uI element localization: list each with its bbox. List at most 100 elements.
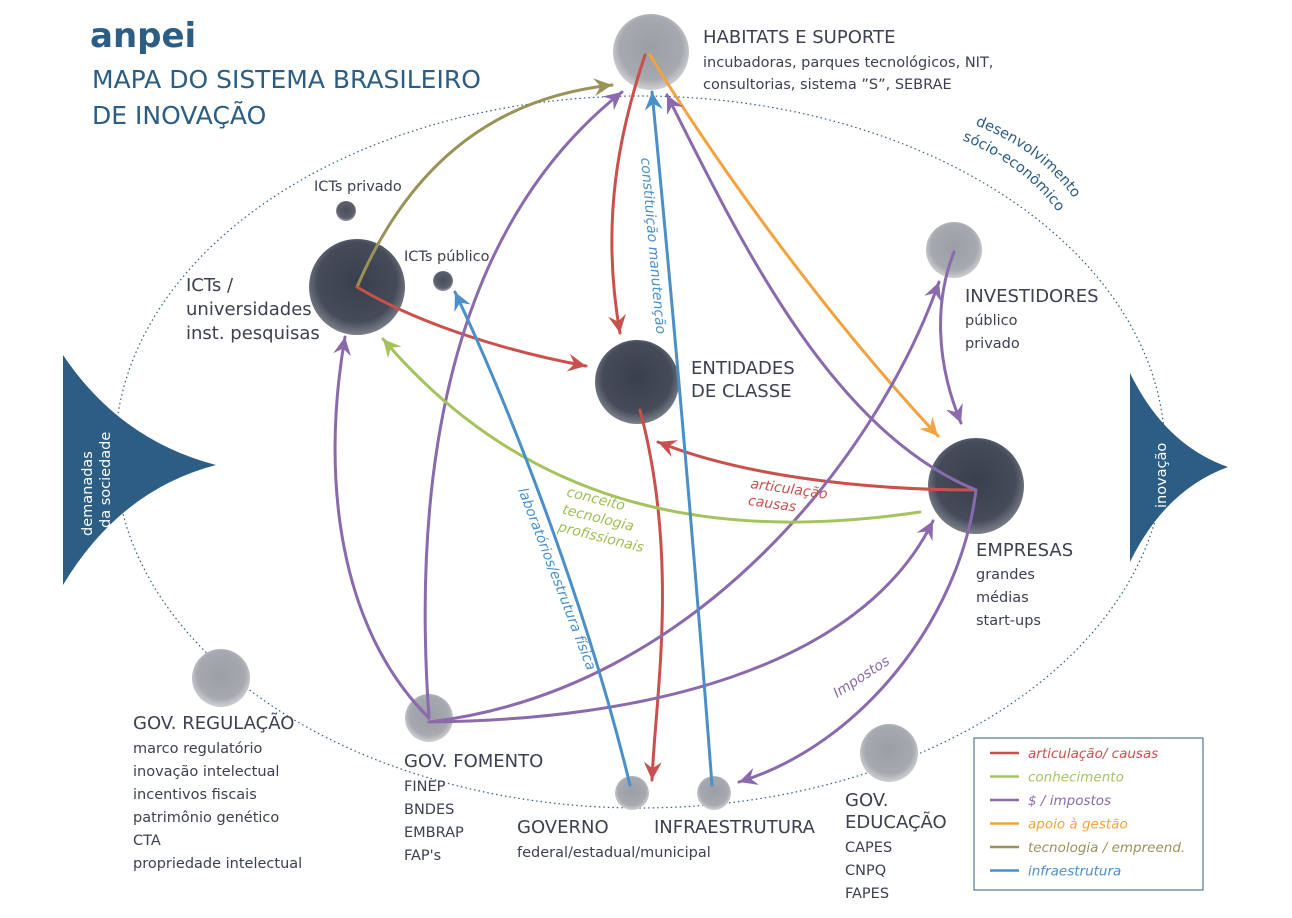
legend-label-2: $ / impostos xyxy=(1028,793,1111,809)
gov-regulacao-line-3: incentivos fiscais xyxy=(133,787,257,803)
edge-habitats-to-entidades xyxy=(610,53,647,335)
node-habitats xyxy=(613,14,689,90)
edge-infra-to-habitats-arrowhead xyxy=(644,92,663,111)
articulacao-line-2: causas xyxy=(747,493,797,516)
gov-regulacao-line-6: propriedade intelectual xyxy=(133,856,302,872)
edge-icts-to-habitats-arrowhead xyxy=(593,78,612,97)
icts-line-3: inst. pesquisas xyxy=(186,323,320,344)
node-governo xyxy=(615,776,649,810)
edge-fomento-to-icts-arrowhead xyxy=(333,337,351,357)
innovation-shape xyxy=(1130,373,1228,562)
demand-label-line-2: da sociedade xyxy=(98,432,114,528)
node-icts-privado xyxy=(336,201,356,221)
edge-empresas-to-icts-knowledge xyxy=(381,337,922,524)
habitats-line-1: incubadoras, parques tecnológicos, NIT, xyxy=(703,55,993,71)
icts-line-1: ICTs / xyxy=(186,275,234,296)
entidades-line-2: DE CLASSE xyxy=(691,381,792,402)
edge-empresas-to-infra xyxy=(737,488,978,784)
node-empresas xyxy=(928,438,1024,534)
empresas-line-2: médias xyxy=(976,590,1029,606)
gov-fomento-title: GOV. FOMENTO xyxy=(404,751,543,772)
edge-fomento-to-empresas-arrowhead xyxy=(916,521,933,542)
gov-educacao-item-1: CAPES xyxy=(845,840,892,856)
empresas-title: EMPRESAS xyxy=(976,540,1073,561)
legend-label-0: articulação/ causas xyxy=(1028,746,1158,762)
gov-regulacao-line-4: patrimônio genético xyxy=(133,810,279,826)
edge-icts-to-habitats xyxy=(355,83,614,289)
edge-habitats-to-entidades-arrowhead xyxy=(608,313,626,333)
empresas-line-3: start-ups xyxy=(976,613,1041,629)
gov-regulacao-line-5: CTA xyxy=(133,833,161,849)
edge-empresas-to-entidades xyxy=(656,440,978,492)
gov-educacao-item-3: FAPES xyxy=(845,886,889,902)
innovation-label: inovação xyxy=(1154,443,1170,508)
title-line-2: DE INOVAÇÃO xyxy=(92,100,266,130)
legend-label-5: infraestrutura xyxy=(1028,864,1121,880)
governo-title: GOVERNO xyxy=(517,817,609,838)
governo-sub: federal/estadual/municipal xyxy=(517,845,711,861)
node-infraestrutura xyxy=(697,776,731,810)
edge-fomento-to-empresas xyxy=(427,519,935,724)
gov-fomento-line-2: BNDES xyxy=(404,802,454,818)
edge-fomento-to-habitats xyxy=(423,90,624,720)
icts-privado-label: ICTs privado xyxy=(314,179,402,195)
edge-empresas-to-habitats-arrowhead xyxy=(667,95,684,116)
edge-label-constituicao: constituição manutenção xyxy=(637,157,668,335)
node-gov-educacao xyxy=(860,724,918,782)
edge-empresas-to-infra-arrowhead xyxy=(739,767,759,785)
gov-regulacao-line-2: inovação intelectual xyxy=(133,764,279,780)
edge-fomento-to-habitats-arrowhead xyxy=(602,92,622,111)
edge-label-impostos: Impostos xyxy=(830,653,892,701)
edge-infra-to-habitats xyxy=(650,90,714,787)
entidades-line-1: ENTIDADES xyxy=(691,358,795,379)
node-entidades xyxy=(595,340,679,424)
legend-label-3: apoio à gestão xyxy=(1028,817,1128,833)
edge-investidores-to-empresas xyxy=(939,250,963,425)
legend-items: articulação/ causas conhecimento $ / impos… xyxy=(990,746,1185,880)
brand-logo: anpei xyxy=(90,16,196,56)
edge-governo-to-icts-publico xyxy=(453,290,632,787)
gov-educacao-line-1: GOV. xyxy=(845,790,889,811)
gov-educacao-line-2: EDUCAÇÃO xyxy=(845,811,947,833)
society-demand-shape xyxy=(63,355,216,585)
edge-empresas-to-entidades-arrowhead xyxy=(658,440,679,457)
node-investidores xyxy=(926,222,982,278)
edge-fomento-to-icts xyxy=(333,335,431,720)
edge-habitats-to-empresas-arrowhead xyxy=(919,416,938,436)
title-line-1: MAPA DO SISTEMA BRASILEIRO xyxy=(92,65,481,94)
edge-investidores-to-empresas-arrowhead xyxy=(945,402,963,423)
edge-fomento-to-investidores-arrowhead xyxy=(924,282,942,303)
icts-publico-label: ICTs público xyxy=(404,249,490,265)
gov-regulacao-title: GOV. REGULAÇÃO xyxy=(133,712,294,734)
investidores-line-2: privado xyxy=(965,336,1020,352)
gov-regulacao-line-1: marco regulatório xyxy=(133,741,263,757)
edge-label-conceito: conceito tecnologia profissionais xyxy=(555,484,645,556)
legend-box xyxy=(973,737,1204,891)
legend-label-1: conhecimento xyxy=(1028,770,1124,786)
icts-line-2: universidades xyxy=(186,299,312,320)
edge-empresas-to-icts-knowledge-arrowhead xyxy=(383,339,402,359)
investidores-line-1: público xyxy=(965,313,1018,329)
gov-fomento-line-4: FAP's xyxy=(404,848,441,864)
gov-educacao-item-2: CNPQ xyxy=(845,863,886,879)
edge-entidades-to-governo-arrowhead xyxy=(643,761,662,780)
edge-habitats-to-empresas xyxy=(648,53,940,438)
gov-fomento-line-3: EMBRAP xyxy=(404,825,464,841)
legend-label-4: tecnologia / empreend. xyxy=(1028,840,1185,856)
edge-governo-to-icts-publico-arrowhead xyxy=(454,292,471,313)
edge-entidades-to-governo xyxy=(638,408,664,782)
edge-label-articulacao: articulação causas xyxy=(747,476,828,516)
edge-empresas-to-habitats xyxy=(665,93,978,492)
edge-icts-to-entidades-arrowhead xyxy=(566,353,586,372)
legend: articulação/ causas conhecimento $ / impos… xyxy=(973,737,1204,891)
gov-fomento-line-1: FINEP xyxy=(404,779,446,795)
infraestrutura-title: INFRAESTRUTURA xyxy=(654,817,816,838)
connection-arrows xyxy=(333,53,978,787)
empresas-line-1: grandes xyxy=(976,567,1035,583)
edge-icts-to-entidades xyxy=(355,285,588,368)
demand-label-line-1: demanadas xyxy=(80,451,96,536)
investidores-title: INVESTIDORES xyxy=(965,286,1099,307)
edge-fomento-to-investidores xyxy=(427,280,941,724)
